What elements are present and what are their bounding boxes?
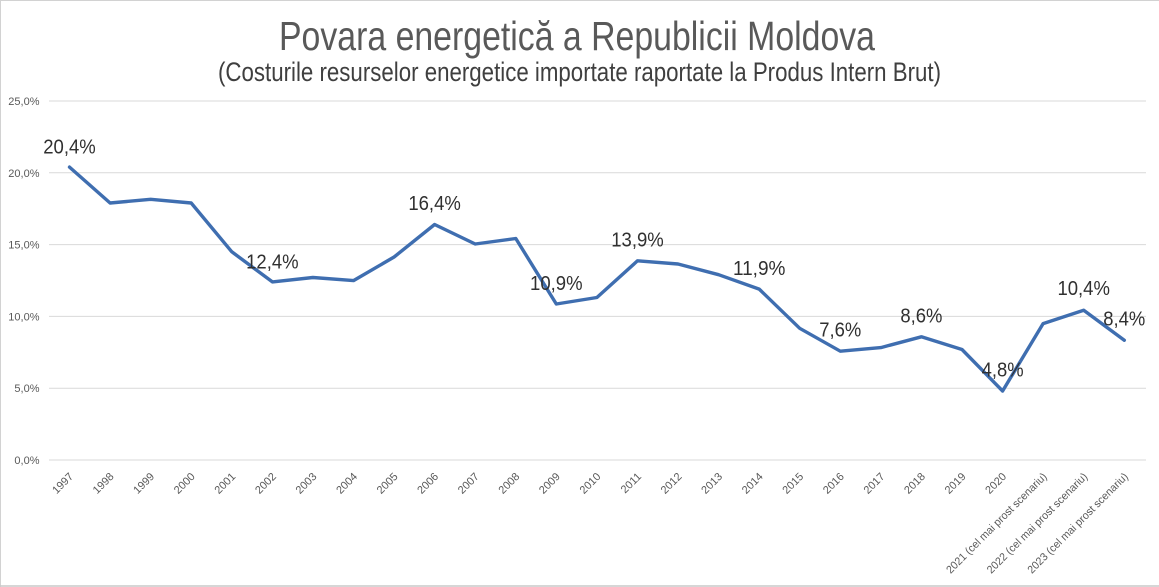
svg-text:0,0%: 0,0% — [14, 455, 39, 467]
svg-text:10,4%: 10,4% — [1057, 277, 1110, 300]
svg-text:15,0%: 15,0% — [8, 240, 39, 252]
svg-text:20,4%: 20,4% — [43, 135, 96, 158]
svg-text:25,0%: 25,0% — [8, 96, 39, 108]
svg-text:(Costurile resurselor energeti: (Costurile resurselor energetice importa… — [218, 57, 941, 87]
svg-text:10,0%: 10,0% — [8, 311, 39, 323]
svg-text:4,8%: 4,8% — [982, 359, 1024, 382]
svg-text:13,9%: 13,9% — [611, 229, 664, 252]
svg-text:Povara energetică a Republici: Povara energetică a Republicii Moldova — [279, 13, 875, 59]
svg-text:12,4%: 12,4% — [246, 251, 299, 274]
svg-text:20,0%: 20,0% — [8, 168, 39, 180]
svg-text:11,9%: 11,9% — [733, 257, 786, 280]
svg-text:10,9%: 10,9% — [530, 272, 583, 295]
svg-text:5,0%: 5,0% — [14, 383, 39, 395]
svg-text:16,4%: 16,4% — [408, 192, 461, 215]
svg-text:8,6%: 8,6% — [900, 304, 942, 327]
svg-text:8,4%: 8,4% — [1103, 308, 1145, 331]
svg-text:7,6%: 7,6% — [819, 319, 861, 342]
